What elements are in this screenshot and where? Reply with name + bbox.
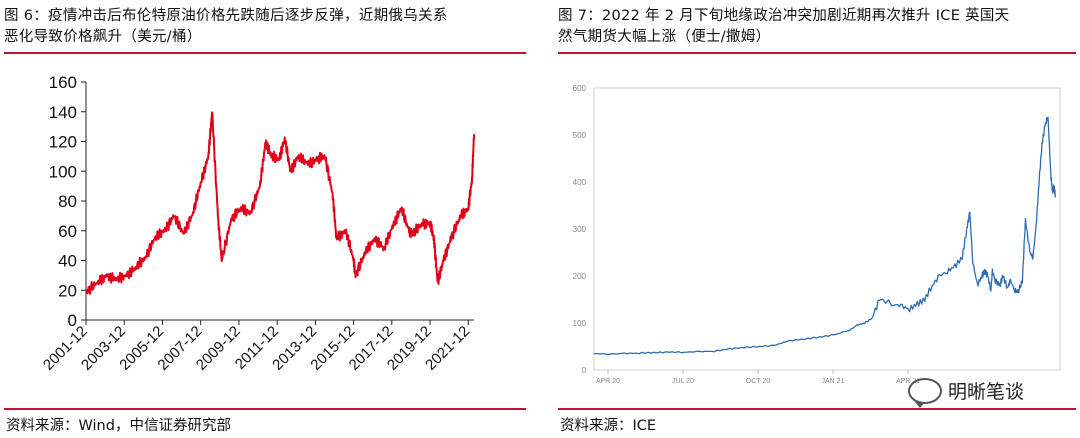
- watermark: 明晰笔谈: [907, 377, 1024, 408]
- right-x-tick-label: JAN 21: [822, 378, 845, 385]
- right-y-tick-label: 600: [573, 84, 587, 93]
- right-x-tick-label: OCT 20: [746, 378, 770, 385]
- left-chart: 0204060801001201401602001-122003-122005-…: [40, 73, 475, 374]
- right-title-rule: [558, 52, 1076, 54]
- right-title-line-2: 然气期货大幅上涨（便士/撒姆）: [558, 29, 771, 45]
- left-y-tick-label: 140: [49, 103, 77, 122]
- left-y-tick-label: 120: [49, 133, 77, 152]
- right-y-tick-label: 100: [573, 319, 587, 328]
- wechat-icon: [907, 377, 942, 408]
- left-y-tick-label: 40: [58, 252, 77, 271]
- right-y-tick-label: 300: [573, 225, 587, 234]
- right-chart: 0 100 200 300 400 500 600 APR 20 JUL 20 OCT 20 JAN…: [573, 84, 1061, 385]
- right-x-tick-label: APR 21: [896, 378, 920, 385]
- left-title-line-1: 图 6：疫情冲击后布伦特原油价格先跌随后逐步反弹，近期俄乌关系: [4, 8, 448, 24]
- left-chart-title: 图 6：疫情冲击后布伦特原油价格先跌随后逐步反弹，近期俄乌关系 恶化导致价格飙升…: [4, 6, 528, 48]
- left-y-tick-label: 0: [68, 311, 77, 330]
- right-x-tick-label: APR 20: [596, 378, 620, 385]
- left-y-tick-label: 20: [58, 281, 77, 300]
- right-y-tick-label: 500: [573, 131, 587, 140]
- right-y-tick-label: 200: [573, 272, 587, 281]
- left-y-tick-label: 160: [49, 73, 77, 92]
- left-title-rule: [4, 52, 526, 54]
- right-plot-frame: [593, 87, 1061, 371]
- left-y-tick-label: 100: [49, 162, 77, 181]
- right-source: 资料来源：ICE: [560, 418, 657, 434]
- right-y-tick-label: 400: [573, 178, 587, 187]
- right-series-line: [593, 116, 1057, 356]
- left-y-tick-label: 80: [58, 192, 77, 211]
- left-title-line-2: 恶化导致价格飙升（美元/桶）: [4, 29, 202, 45]
- right-y-tick-label: 0: [582, 366, 587, 375]
- right-source-rule: [558, 408, 1076, 410]
- right-x-tick-label: JUL 20: [672, 378, 694, 385]
- left-panel: 图 6：疫情冲击后布伦特原油价格先跌随后逐步反弹，近期俄乌关系 恶化导致价格飙升…: [0, 0, 528, 438]
- left-series-line: [85, 111, 475, 295]
- watermark-text: 明晰笔谈: [947, 381, 1024, 403]
- left-source: 资料来源：Wind，中信证券研究部: [6, 418, 231, 434]
- right-panel: 图 7：2022 年 2 月下旬地缘政治冲突加剧近期再次推升 ICE 英国天 然…: [552, 0, 1080, 438]
- left-source-rule: [4, 408, 526, 410]
- right-title-line-1: 图 7：2022 年 2 月下旬地缘政治冲突加剧近期再次推升 ICE 英国天: [558, 8, 1010, 24]
- right-chart-title: 图 7：2022 年 2 月下旬地缘政治冲突加剧近期再次推升 ICE 英国天 然…: [558, 6, 1080, 48]
- left-y-tick-label: 60: [58, 222, 77, 241]
